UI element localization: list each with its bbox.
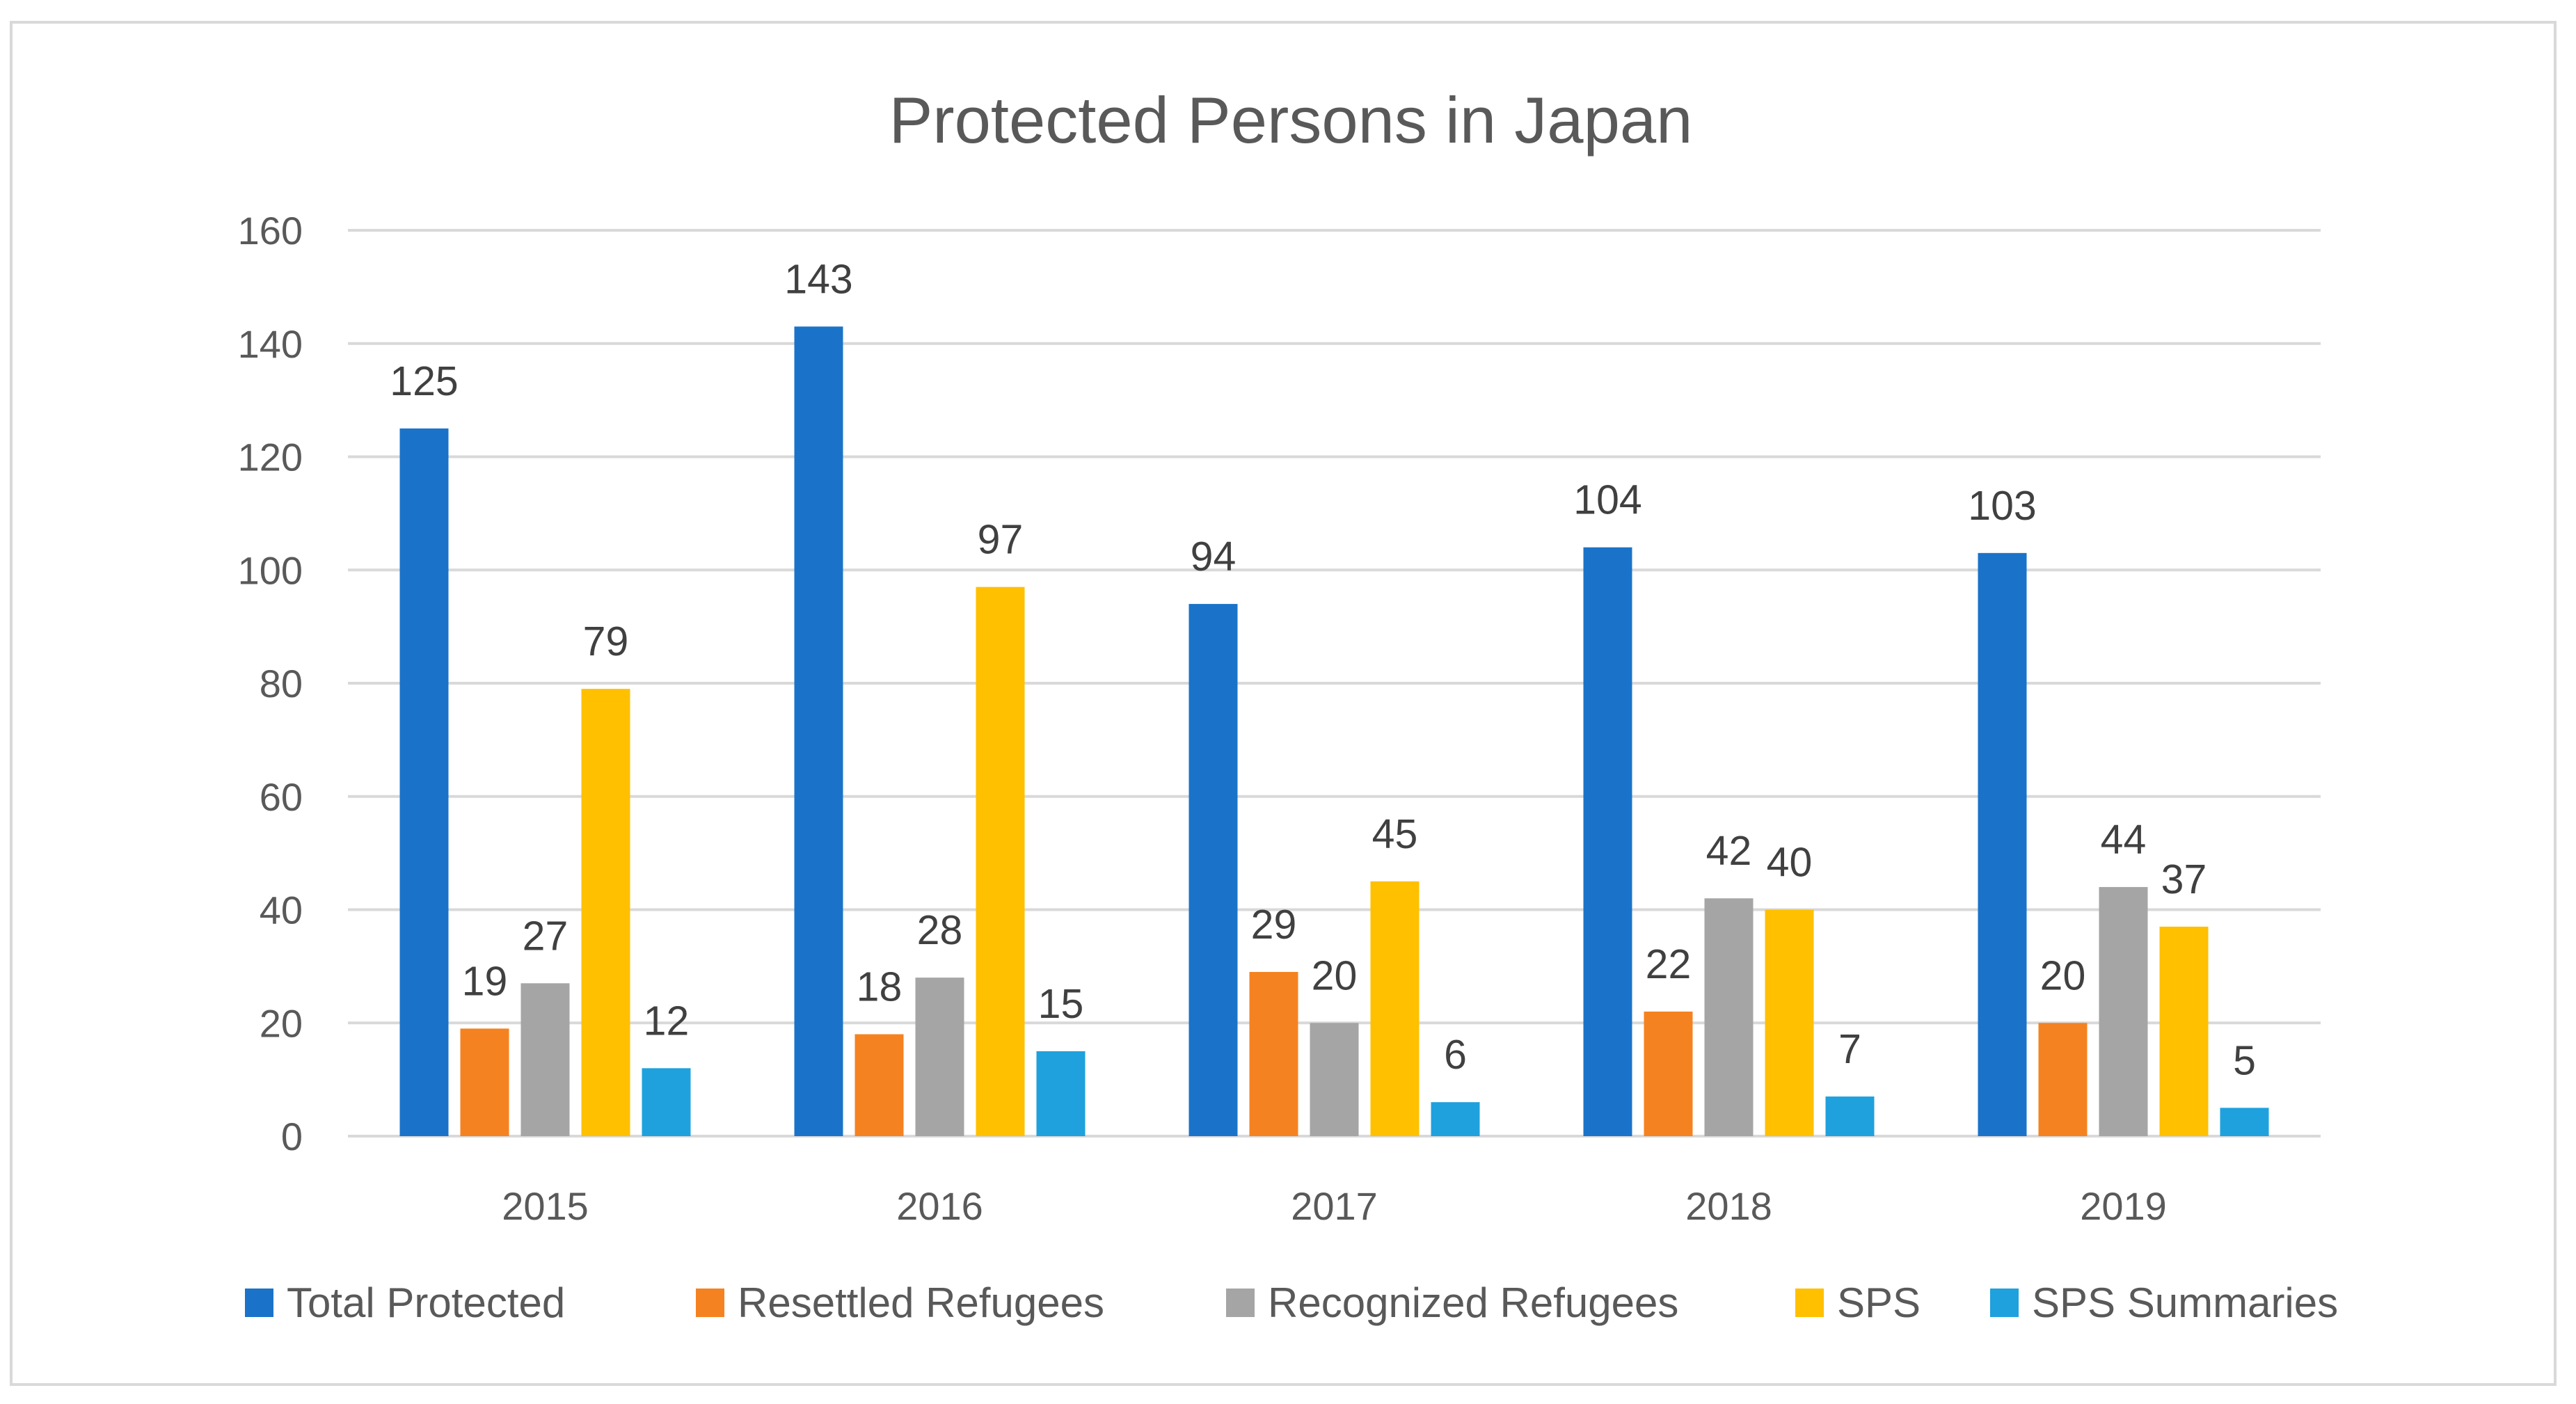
data-label: 44 [2101, 817, 2147, 863]
data-label: 45 [1372, 811, 1418, 857]
bar [976, 587, 1025, 1136]
legend-label: SPS Summaries [2032, 1279, 2338, 1326]
legend-item: SPS [1795, 1279, 1921, 1326]
bar [1431, 1102, 1480, 1136]
data-label: 42 [1706, 828, 1752, 874]
x-axis-tick-labels: 2015 2016 2017 2018 2019 [502, 1184, 2167, 1228]
legend-label: SPS [1837, 1279, 1921, 1326]
y-tick-label: 120 [238, 436, 303, 479]
bar [1978, 552, 2027, 1136]
bar [2038, 1023, 2088, 1136]
bar [1825, 1096, 1875, 1136]
data-label: 29 [1251, 902, 1297, 948]
data-label: 15 [1038, 981, 1084, 1027]
y-tick-label: 140 [238, 322, 303, 366]
bar [1036, 1051, 1086, 1136]
bar [2159, 926, 2209, 1136]
bar [1644, 1011, 1693, 1136]
x-tick-label: 2015 [502, 1184, 589, 1228]
bar [854, 1034, 904, 1136]
legend-label: Total Protected [287, 1279, 565, 1326]
bar [460, 1028, 509, 1136]
legend-swatch [696, 1289, 724, 1317]
legend-swatch [1226, 1289, 1255, 1317]
bar [2099, 886, 2148, 1136]
legend-swatch [1795, 1289, 1824, 1317]
legend-swatch [1990, 1289, 2019, 1317]
bar [399, 428, 449, 1136]
bars [399, 326, 2269, 1136]
data-label: 19 [462, 958, 508, 1004]
x-tick-label: 2017 [1291, 1184, 1378, 1228]
x-tick-label: 2016 [896, 1184, 983, 1228]
bar [1370, 881, 1420, 1136]
data-label: 5 [2233, 1037, 2256, 1083]
bar [1765, 909, 1814, 1136]
y-tick-label: 160 [238, 209, 303, 253]
data-label: 18 [857, 964, 903, 1010]
legend-item: Total Protected [245, 1279, 565, 1326]
legend-item: SPS Summaries [1990, 1279, 2338, 1326]
chart-title: Protected Persons in Japan [889, 83, 1693, 157]
data-label: 103 [1968, 483, 2036, 529]
data-label: 40 [1767, 840, 1813, 886]
legend: Total Protected Resettled Refugees Recogni… [245, 1279, 2338, 1326]
bar [520, 983, 570, 1136]
legend-label: Recognized Refugees [1268, 1279, 1678, 1326]
data-label: 97 [978, 517, 1024, 563]
y-tick-label: 60 [260, 775, 303, 819]
y-tick-label: 20 [260, 1001, 303, 1045]
y-tick-label: 100 [238, 548, 303, 592]
data-label: 94 [1191, 534, 1237, 580]
data-label: 28 [917, 907, 963, 953]
bar [794, 326, 843, 1136]
y-tick-label: 0 [281, 1115, 303, 1158]
bar [581, 689, 630, 1136]
bar [1310, 1023, 1359, 1136]
data-labels: 125 19 27 79 12 143 18 28 97 15 94 29 20 45 6 104 22 42 40… [390, 256, 2256, 1083]
data-label: 27 [523, 913, 569, 959]
data-label: 20 [2040, 952, 2086, 998]
y-axis-tick-labels: 0 20 40 60 80 100 120 140 160 [238, 209, 303, 1158]
data-label: 20 [1312, 952, 1358, 998]
bar [1583, 547, 1632, 1136]
y-tick-label: 80 [260, 662, 303, 705]
data-label: 104 [1573, 477, 1641, 523]
bar [2220, 1108, 2269, 1136]
bar [915, 978, 964, 1136]
bar [1249, 972, 1298, 1136]
x-tick-label: 2019 [2080, 1184, 2167, 1228]
data-label: 7 [1838, 1026, 1861, 1072]
legend-item: Recognized Refugees [1226, 1279, 1678, 1326]
data-label: 143 [784, 256, 852, 302]
data-label: 37 [2161, 856, 2207, 902]
legend-item: Resettled Refugees [696, 1279, 1104, 1326]
data-label: 12 [644, 998, 690, 1044]
data-label: 125 [390, 358, 458, 404]
data-label: 6 [1444, 1032, 1467, 1078]
y-tick-label: 40 [260, 888, 303, 932]
legend-label: Resettled Refugees [738, 1279, 1104, 1326]
bar [642, 1068, 691, 1136]
data-label: 22 [1646, 941, 1692, 987]
x-tick-label: 2018 [1685, 1184, 1772, 1228]
bar [1188, 604, 1238, 1136]
data-label: 79 [583, 619, 629, 664]
legend-swatch [245, 1289, 273, 1317]
bar [1704, 898, 1754, 1136]
